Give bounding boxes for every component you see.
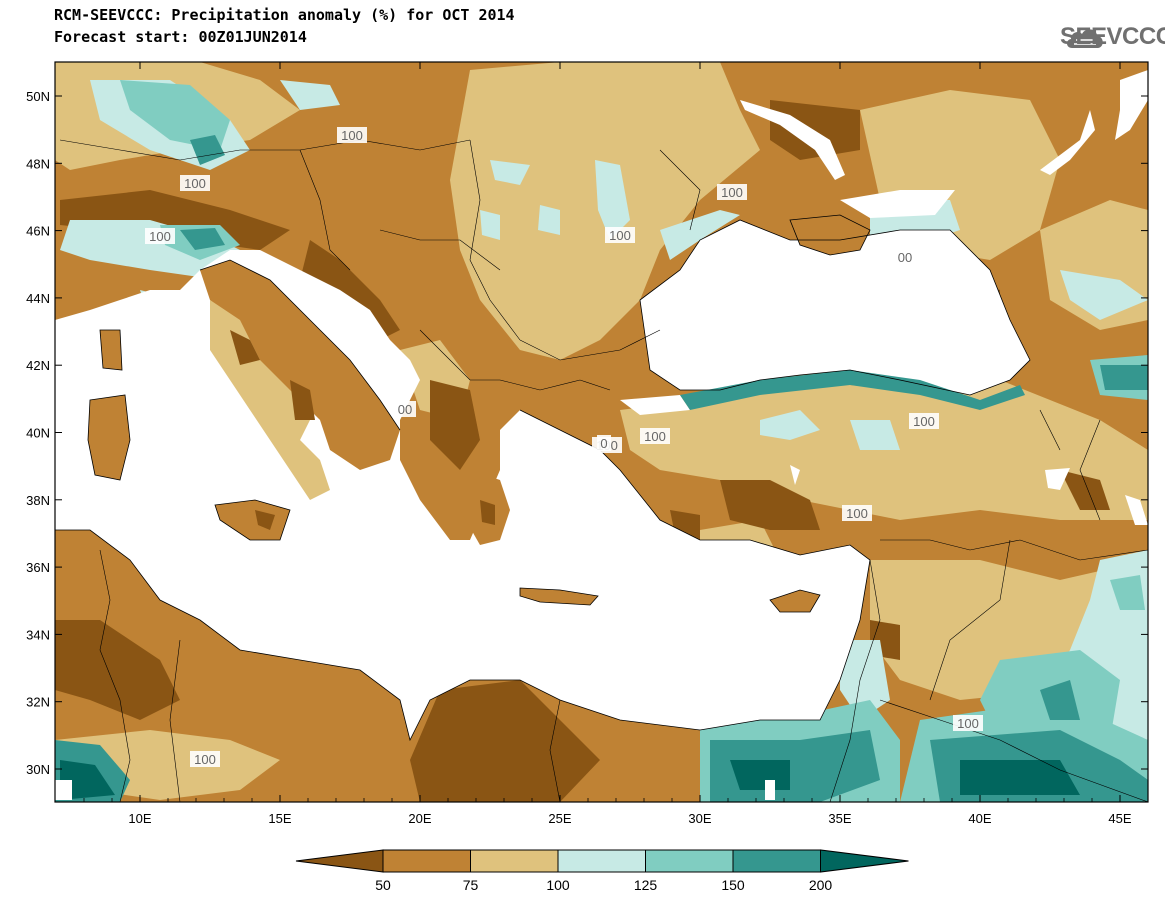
colorbar-segment [732,849,821,873]
colorbar-segment [820,849,909,873]
colorbar-segment [295,849,384,873]
lon-label: 20E [408,811,431,826]
contour-label: 100 [184,176,206,191]
forecast-start-label: Forecast start: 00Z01JUN2014 [54,28,307,46]
contour-label-bg [909,413,939,429]
lon-label: 25E [548,811,571,826]
lon-label: 45E [1108,811,1131,826]
lat-label: 30N [26,762,50,777]
lat-label: 36N [26,560,50,575]
contour-label-bg [842,505,872,521]
contour-label: 100 [609,228,631,243]
contour-label-bg [953,715,983,731]
lon-label: 15E [268,811,291,826]
latitude-axis: 50N 48N 46N 44N 42N 40N 38N 36N 34N 32N 30N [26,89,1148,777]
anomaly-field [55,62,1148,802]
contour-label: 00 [898,250,912,265]
lat-label: 32N [26,695,50,710]
contour-label: 100 [846,506,868,521]
contour-labels: 10010010010010010010010010010010000000 [145,127,983,767]
lat-label: 44N [26,291,50,306]
lat-label: 50N [26,89,50,104]
colorbar-tick-label: 125 [634,877,658,893]
contour-label-bg [717,184,747,200]
lon-label: 40E [968,811,991,826]
lat-label: 48N [26,156,50,171]
seevccc-logo-text: SEEVCCC [1060,23,1165,50]
lat-label: 40N [26,426,50,441]
contour-label-bg [640,428,670,444]
contour-label: 100 [721,185,743,200]
colorbar-segment [470,849,559,873]
colorbar-tick-label: 150 [721,877,745,893]
colorbar: 50 75 100 125 150 200 [295,849,909,893]
colorbar-segment [557,849,646,873]
contour-label-bg [894,249,916,265]
contour-label-bg [394,401,416,417]
contour-label-bg [145,228,175,244]
contour-label: 100 [194,752,216,767]
lon-label: 35E [828,811,851,826]
longitude-axis: 10E 15E 20E 25E 30E 35E 40E 45E [83,62,1149,826]
contour-label-bg [190,751,220,767]
colorbar-tick-label: 75 [463,877,479,893]
contour-label: 100 [341,128,363,143]
lat-label: 38N [26,493,50,508]
contour-label: 100 [644,429,666,444]
colorbar-tick-label: 50 [375,877,391,893]
contour-label-bg [337,127,367,143]
contour-label-bg [180,175,210,191]
colorbar-segment [645,849,734,873]
colorbar-segment [382,849,471,873]
lat-label: 34N [26,627,50,642]
lon-label: 30E [688,811,711,826]
colorbar-tick-label: 200 [809,877,833,893]
contour-label: 00 [398,402,412,417]
lon-label: 10E [128,811,151,826]
contour-label: 100 [913,414,935,429]
contour-label: 100 [149,229,171,244]
contour-label-bg [605,227,635,243]
lat-label: 42N [26,358,50,373]
cloud-logo-icon [1066,29,1103,48]
contour-label: 0 [600,436,607,451]
contour-label-bg [597,435,611,451]
map-title: RCM-SEEVCCC: Precipitation anomaly (%) f… [54,6,515,24]
contour-label: 100 [957,716,979,731]
colorbar-tick-label: 100 [546,877,570,893]
lat-label: 46N [26,224,50,239]
